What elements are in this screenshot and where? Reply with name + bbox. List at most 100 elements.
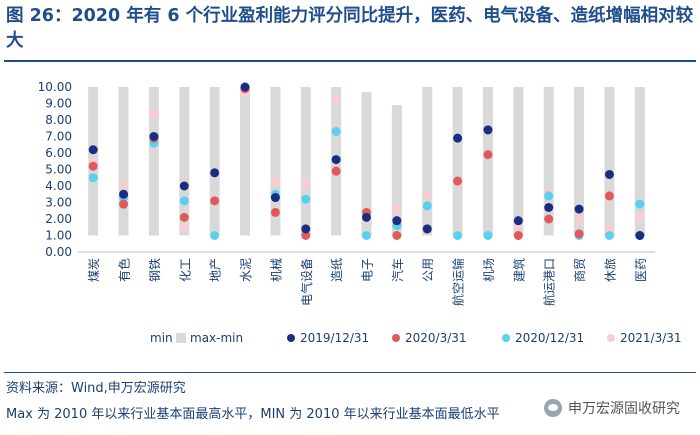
data-point <box>483 150 493 160</box>
x-tick-label: 航运港口 <box>542 258 557 306</box>
figure-title: 图 26：2020 年有 6 个行业盈利能力评分同比提升，医药、电气设备、造纸增… <box>6 6 694 51</box>
range-bar <box>209 87 220 236</box>
data-point <box>88 161 98 171</box>
title-rule <box>4 60 696 62</box>
range-bar <box>422 87 433 236</box>
data-point <box>544 202 554 212</box>
x-tick-label: 机械 <box>268 258 283 282</box>
x-tick-label: 公用 <box>421 258 435 282</box>
data-point <box>210 231 220 240</box>
x-tick-label: 汽车 <box>390 258 405 282</box>
range-bar <box>240 87 251 236</box>
x-tick-label: 地产 <box>209 258 223 282</box>
x-tick-label: 航空运输 <box>451 258 466 306</box>
data-point <box>270 207 280 217</box>
legend-swatch <box>502 334 510 342</box>
data-point <box>210 168 220 178</box>
data-point <box>119 199 129 209</box>
data-point <box>453 176 463 186</box>
data-point <box>119 179 129 189</box>
y-tick-label: 8.00 <box>45 113 72 127</box>
wechat-icon <box>544 399 562 417</box>
data-point <box>574 229 584 239</box>
y-tick-label: 9.00 <box>45 97 72 111</box>
note-text: Max 为 2010 年以来行业基本面最高水平，MIN 为 2010 年以来行业… <box>6 407 500 422</box>
watermark-text: 申万宏源固收研究 <box>568 401 680 417</box>
data-point <box>88 173 98 183</box>
data-point <box>301 194 311 204</box>
data-point <box>179 212 189 222</box>
y-tick-label: 5.00 <box>45 163 72 177</box>
source-text: 资料来源：Wind,申万宏源研究 <box>6 381 186 396</box>
data-point <box>331 166 341 176</box>
data-point <box>149 108 159 118</box>
legend-swatch <box>176 333 186 343</box>
range-bar <box>270 87 281 236</box>
data-point <box>604 224 614 234</box>
range-bar <box>574 87 585 236</box>
data-point <box>422 191 432 201</box>
data-point <box>179 222 189 232</box>
data-point <box>635 199 645 209</box>
data-point <box>179 196 189 206</box>
data-point <box>149 132 159 141</box>
legend-label: max-min <box>190 331 243 345</box>
data-point <box>635 231 645 240</box>
watermark: 申万宏源固收研究 <box>540 398 684 418</box>
data-point <box>392 231 402 240</box>
data-point <box>483 231 493 240</box>
data-point <box>453 231 463 240</box>
range-bar <box>482 87 493 236</box>
y-tick-label: 3.00 <box>45 196 72 210</box>
range-bar <box>361 91 372 236</box>
range-bar <box>543 87 554 236</box>
data-point <box>422 201 432 211</box>
y-tick-label: 4.00 <box>45 179 72 193</box>
range-bar <box>604 87 615 236</box>
data-point <box>88 145 98 155</box>
x-tick-label: 医药 <box>634 258 648 282</box>
range-bar <box>118 87 129 236</box>
legend-swatch <box>392 334 400 342</box>
data-point <box>422 224 432 234</box>
y-tick-label: 1.00 <box>45 229 72 243</box>
data-point <box>544 191 554 201</box>
range-bar <box>391 105 402 236</box>
data-point <box>604 169 614 179</box>
data-point <box>362 231 371 240</box>
x-tick-label: 建筑 <box>511 258 526 282</box>
x-tick-label: 机场 <box>482 258 496 282</box>
data-point <box>574 214 584 224</box>
data-point <box>604 231 614 240</box>
data-point <box>210 196 220 206</box>
range-bar <box>452 87 463 236</box>
data-point <box>301 178 311 188</box>
x-tick-label: 电气设备 <box>299 258 314 306</box>
legend-swatch <box>287 334 295 342</box>
x-tick-label: 电子 <box>361 258 375 282</box>
legend-swatch <box>607 334 615 342</box>
data-point <box>635 212 645 222</box>
data-point <box>179 181 189 191</box>
legend-label: 2020/3/31 <box>405 331 467 345</box>
data-point <box>240 82 250 92</box>
x-tick-label: 钢铁 <box>148 258 162 282</box>
data-point <box>574 204 584 214</box>
y-tick-label: 0.00 <box>45 245 72 259</box>
x-tick-label: 造纸 <box>330 258 344 282</box>
range-bar <box>148 87 159 236</box>
chart: 0.00 1.00 2.00 3.00 4.00 5.00 6.00 7.00 8.00 9.00… <box>38 80 682 345</box>
legend-label: 2020/12/31 <box>515 331 584 345</box>
y-tick-label: 2.00 <box>45 212 72 226</box>
x-tick-label: 煤炭 <box>87 258 101 282</box>
y-tick-label: 6.00 <box>45 146 72 160</box>
data-point <box>392 216 402 226</box>
data-point <box>270 176 280 186</box>
range-bar <box>634 87 645 236</box>
data-point <box>513 224 523 234</box>
data-point <box>362 212 371 222</box>
data-point <box>392 204 402 214</box>
data-point <box>453 133 463 143</box>
x-tick-label: 商贸 <box>572 258 587 282</box>
y-tick-label: 10.00 <box>38 80 72 94</box>
